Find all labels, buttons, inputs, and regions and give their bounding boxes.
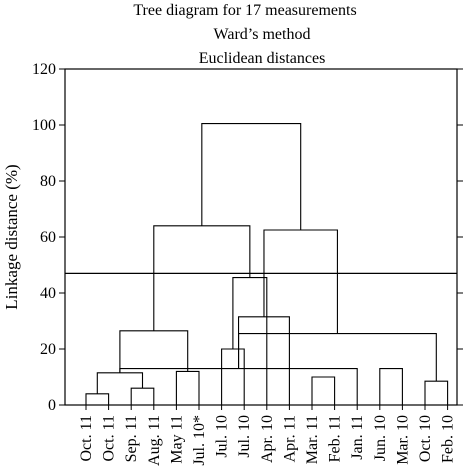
leaf-label: Apr. 11 [281, 415, 298, 462]
leaf-label: Mar. 11 [304, 415, 321, 464]
dendrogram-link [130, 387, 155, 405]
leaf-label: Apr. 10 [259, 415, 276, 463]
dendrogram-link [85, 393, 110, 405]
dendrogram-link [119, 368, 358, 405]
leaf-label: Jul. 10 [214, 415, 231, 458]
y-axis-label: Linkage distance (%) [2, 164, 21, 309]
y-axis: 0 20 40 60 80 100 120 [32, 61, 463, 414]
leaf-label: Sep. 11 [123, 415, 140, 462]
x-axis-leaf-labels: Oct. 11 Oct. 11 Sep. 11 Aug. 11 May 11 Jul. 1… [78, 405, 457, 466]
dendrogram-link [96, 372, 144, 394]
leaf-label: May 11 [168, 415, 185, 464]
dendrogram-link [221, 348, 245, 405]
dendrogram-link [424, 380, 449, 405]
leaf-label: Jul. 10* [191, 415, 208, 466]
leaf-label: Jun. 10 [372, 415, 389, 461]
leaf-label: Mar. 10 [394, 415, 411, 465]
dendrogram-link [153, 225, 251, 331]
dendrogram-link [232, 277, 268, 405]
dendrogram-link [238, 316, 290, 405]
y-tick-label: 100 [32, 117, 56, 134]
y-tick-label: 60 [40, 229, 56, 246]
dendrogram-link [263, 229, 338, 334]
y-tick-label: 80 [40, 173, 56, 190]
leaf-label: Jan. 11 [349, 415, 366, 460]
chart-title-line-1: Tree diagram for 17 measurements [133, 2, 356, 19]
y-tick-label: 0 [48, 397, 56, 414]
dendrogram-link [238, 333, 437, 382]
chart-title-line-3: Euclidean distances [199, 50, 326, 67]
dendrogram-link [201, 123, 302, 230]
dendrogram-links [85, 123, 449, 405]
y-tick-label: 40 [40, 285, 56, 302]
chart-title-line-2: Ward’s method [214, 26, 311, 43]
leaf-label: Oct. 11 [101, 415, 118, 462]
dendrogram-link [175, 370, 200, 405]
dendrogram-link [119, 330, 189, 373]
leaf-label: Oct. 10 [417, 415, 434, 462]
leaf-label: Oct. 11 [78, 415, 95, 462]
y-tick-label: 20 [40, 341, 56, 358]
leaf-label: Feb. 11 [327, 415, 344, 462]
dendrogram-link [311, 376, 336, 405]
dendrogram-link [379, 368, 403, 405]
leaf-label: Feb. 10 [440, 415, 457, 463]
plot-frame [64, 68, 458, 406]
leaf-label: Jul. 10 [236, 415, 253, 458]
leaf-label: Aug. 11 [146, 415, 163, 466]
y-tick-label: 120 [32, 61, 56, 78]
